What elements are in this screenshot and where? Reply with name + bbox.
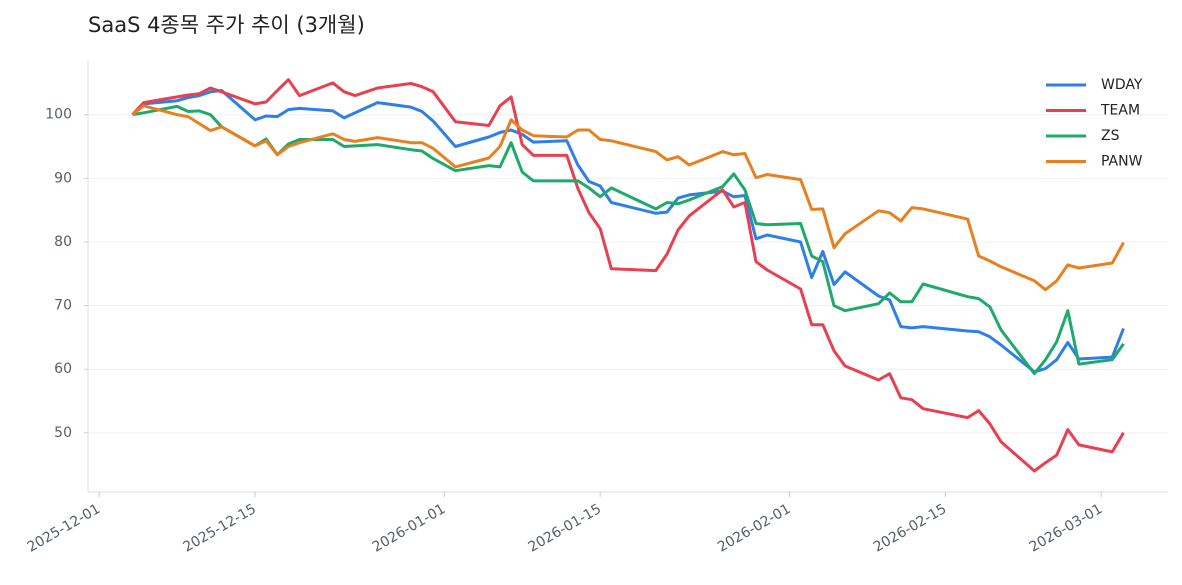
x-tick-label: 2025-12-01 [25, 501, 103, 556]
y-tick-label: 100 [45, 107, 72, 123]
line-series [131, 104, 1125, 292]
x-tick-label: 2026-02-15 [871, 501, 949, 556]
y-tick-label: 60 [54, 361, 72, 377]
y-tick-label: 50 [54, 425, 72, 441]
line-series [131, 78, 1125, 473]
line-series [132, 104, 1125, 376]
x-tick-label: 2026-01-15 [526, 501, 604, 556]
x-tick-label: 2026-01-01 [370, 501, 448, 556]
chart-title: SaaS 4종목 주가 추이 (3개월) [88, 13, 365, 37]
legend-label: WDAY [1101, 77, 1143, 93]
x-tick-label: 2026-03-01 [1027, 501, 1105, 556]
x-tick-label: 2026-02-01 [715, 501, 793, 556]
x-tick-label: 2025-12-15 [181, 501, 259, 556]
y-tick-label: 90 [54, 170, 72, 186]
legend-label: ZS [1101, 128, 1120, 144]
y-tick-label: 70 [54, 298, 72, 314]
y-tick-label: 80 [54, 234, 72, 250]
line-series [131, 89, 1125, 374]
legend-label: TEAM [1100, 103, 1140, 119]
legend-label: PANW [1101, 154, 1143, 170]
